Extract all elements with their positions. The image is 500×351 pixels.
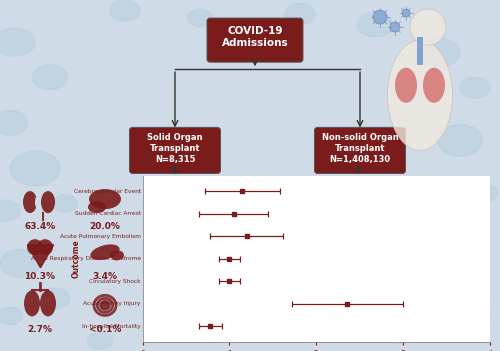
Circle shape	[420, 200, 450, 221]
Circle shape	[0, 111, 28, 135]
Text: Solid Organ
Transplant
N=8,315: Solid Organ Transplant N=8,315	[147, 133, 203, 164]
Circle shape	[410, 9, 446, 45]
Text: Sudden Cardiac Arrest: Sudden Cardiac Arrest	[75, 211, 141, 216]
Bar	[417, 37, 423, 65]
Text: <0.1%: <0.1%	[89, 325, 121, 334]
Circle shape	[470, 309, 490, 323]
Ellipse shape	[40, 290, 56, 316]
Ellipse shape	[388, 40, 452, 151]
Circle shape	[385, 323, 415, 344]
Text: COVID-19
Admissions: COVID-19 Admissions	[222, 26, 288, 48]
Text: Cerebrovascular Event: Cerebrovascular Event	[74, 189, 141, 194]
Circle shape	[37, 239, 53, 255]
Text: 63.4%: 63.4%	[24, 221, 56, 231]
Circle shape	[285, 4, 315, 25]
Circle shape	[438, 125, 482, 156]
Circle shape	[0, 28, 35, 56]
Circle shape	[445, 249, 485, 277]
Circle shape	[0, 307, 22, 325]
Ellipse shape	[395, 68, 417, 103]
Text: Acute Kidney Injury: Acute Kidney Injury	[84, 302, 141, 306]
Ellipse shape	[423, 68, 445, 103]
Circle shape	[460, 77, 490, 98]
Text: 3.4%: 3.4%	[92, 272, 118, 281]
Circle shape	[390, 22, 400, 32]
Text: 20.0%: 20.0%	[90, 221, 120, 231]
Circle shape	[472, 184, 498, 202]
Text: 10.3%: 10.3%	[24, 272, 56, 281]
Circle shape	[358, 12, 392, 37]
Circle shape	[420, 39, 460, 67]
Ellipse shape	[24, 290, 40, 316]
FancyBboxPatch shape	[314, 127, 406, 173]
Text: Acute Respiratory Distress Syndrome: Acute Respiratory Distress Syndrome	[30, 256, 141, 261]
Circle shape	[52, 195, 78, 212]
Circle shape	[27, 239, 43, 255]
Circle shape	[402, 9, 410, 17]
Circle shape	[88, 332, 112, 349]
FancyBboxPatch shape	[130, 127, 220, 173]
Text: Circulatory Shock: Circulatory Shock	[90, 279, 141, 284]
Circle shape	[425, 298, 455, 319]
Circle shape	[188, 9, 212, 26]
Circle shape	[0, 200, 20, 221]
Ellipse shape	[41, 191, 55, 213]
Circle shape	[40, 288, 70, 309]
Ellipse shape	[23, 191, 37, 213]
Ellipse shape	[88, 201, 106, 213]
Text: Non-solid Organ
Transplant
N=1,408,130: Non-solid Organ Transplant N=1,408,130	[322, 133, 398, 164]
Text: Outcome: Outcome	[72, 239, 81, 278]
Circle shape	[0, 249, 40, 277]
Text: Acute Pulmonary Embolism: Acute Pulmonary Embolism	[60, 234, 141, 239]
Circle shape	[10, 151, 60, 186]
Ellipse shape	[35, 195, 41, 209]
Circle shape	[101, 302, 109, 309]
Ellipse shape	[110, 250, 124, 260]
Text: 2.7%: 2.7%	[28, 325, 52, 334]
FancyBboxPatch shape	[207, 18, 303, 62]
Circle shape	[32, 65, 68, 90]
Text: In-hospital Mortality: In-hospital Mortality	[82, 324, 141, 329]
Ellipse shape	[89, 189, 121, 209]
Circle shape	[373, 10, 387, 24]
Circle shape	[110, 0, 140, 21]
Ellipse shape	[90, 244, 120, 260]
